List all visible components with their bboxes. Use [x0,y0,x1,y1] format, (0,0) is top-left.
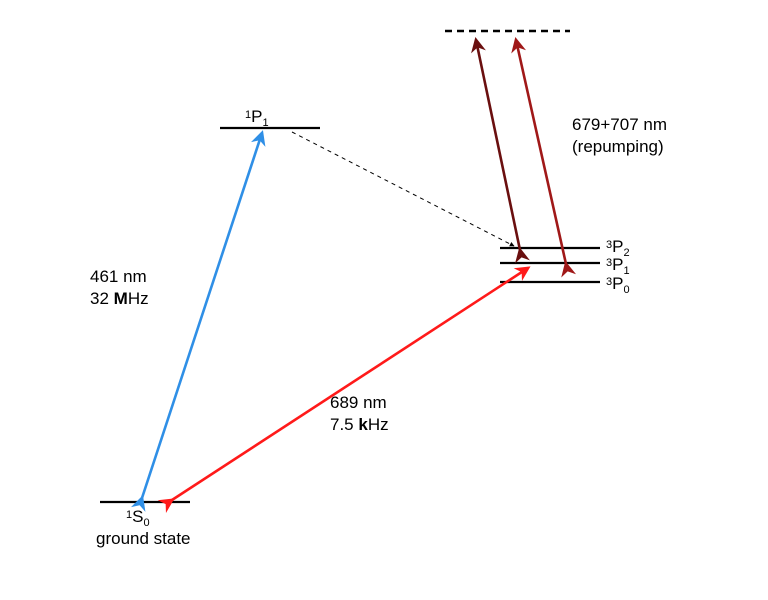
label-3P0: 3P0 [606,274,630,296]
arrow-461nm [142,133,262,498]
arrow-repump-679 [476,40,520,250]
arrow-689nm [172,268,528,500]
label-repump: 679+707 nm (repumping) [572,115,672,156]
label-1S0: 1S0 [126,507,150,529]
arrow-decay-1P1-3P [292,132,514,246]
label-ground-state: ground state [96,529,191,548]
label-689nm: 689 nm 7.5 kHz [330,393,391,434]
arrow-repump-707 [516,40,566,264]
label-461nm: 461 nm 32 MHz [90,267,151,308]
energy-level-diagram: 1P1 3P2 3P1 3P0 1S0 ground state 461 nm … [0,0,768,600]
label-1P1: 1P1 [245,107,269,129]
